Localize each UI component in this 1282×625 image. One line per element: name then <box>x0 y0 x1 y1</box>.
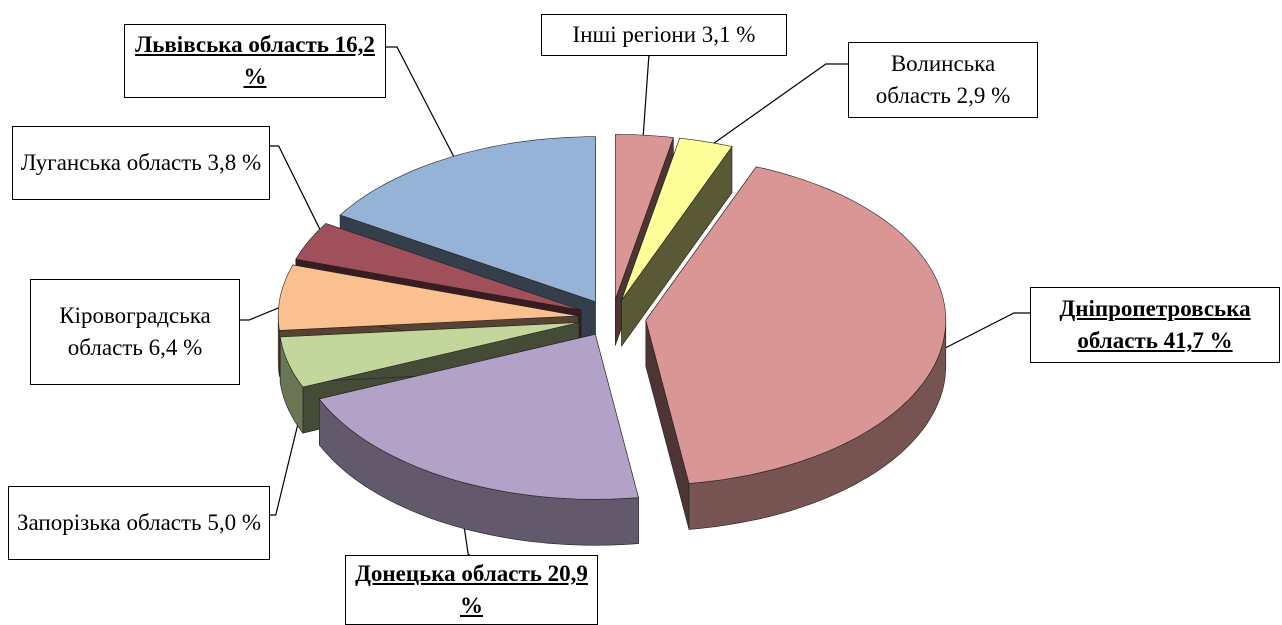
leader-line <box>699 63 848 154</box>
value-label: 2,9 % <box>956 83 1011 108</box>
slice-top <box>295 223 582 311</box>
label-text: Донецька область 20,9 % <box>352 558 591 622</box>
slice <box>645 165 947 530</box>
slice-label: Волинська область 2,9 % <box>848 42 1038 118</box>
leader-line <box>270 145 329 246</box>
category-label: Луганська область <box>20 150 202 175</box>
value-label: 20,9 % <box>460 561 588 618</box>
value-label: 5,0 % <box>207 510 261 535</box>
slice-top <box>277 264 579 331</box>
slice-label: Запорізька область 5,0 % <box>8 486 270 560</box>
slice-label: Інші регіони 3,1 % <box>541 14 787 56</box>
category-label: Львівська область <box>135 32 329 57</box>
label-text: Львівська область 16,2 % <box>131 29 379 93</box>
category-label: Кіровоградська область <box>59 303 211 360</box>
slice-top <box>615 134 674 300</box>
slice <box>318 333 639 546</box>
value-label: 3,8 % <box>207 150 262 175</box>
slice-label: Дніпропетровська область 41,7 % <box>1030 287 1280 363</box>
slice-top <box>339 136 596 303</box>
slice-label: Кіровоградська область 6,4 % <box>30 279 240 385</box>
slice-label: Луганська область 3,8 % <box>12 126 270 200</box>
slice-top <box>318 333 639 500</box>
slice-label: Донецька область 20,9 % <box>345 555 598 625</box>
slice-top <box>621 137 733 301</box>
category-label: Дніпропетровська область <box>1059 296 1251 353</box>
category-label: Запорізька область <box>17 510 202 535</box>
value-label: 41,7 % <box>1163 328 1233 353</box>
leader-line <box>922 312 1030 360</box>
label-text: Волинська область 2,9 % <box>855 48 1031 112</box>
label-text: Луганська область 3,8 % <box>21 147 261 179</box>
slice-label: Львівська область 16,2 % <box>124 24 386 98</box>
slice-top <box>645 166 947 484</box>
leader-lines <box>240 46 1030 556</box>
slice-top <box>279 322 580 388</box>
leader-line <box>386 46 461 168</box>
category-label: Волинська область <box>875 51 996 108</box>
value-label: 16,2 % <box>243 32 375 89</box>
value-label: 6,4 % <box>148 335 203 360</box>
label-text: Кіровоградська область 6,4 % <box>37 300 233 364</box>
label-text: Запорізька область 5,0 % <box>17 507 261 539</box>
category-label: Інші регіони <box>572 22 697 47</box>
label-text: Дніпропетровська область 41,7 % <box>1037 293 1273 357</box>
label-text: Інші регіони 3,1 % <box>573 19 756 51</box>
category-label: Донецька область <box>355 561 542 586</box>
value-label: 3,1 % <box>701 22 756 47</box>
leader-line <box>641 55 650 147</box>
slice <box>621 137 733 348</box>
